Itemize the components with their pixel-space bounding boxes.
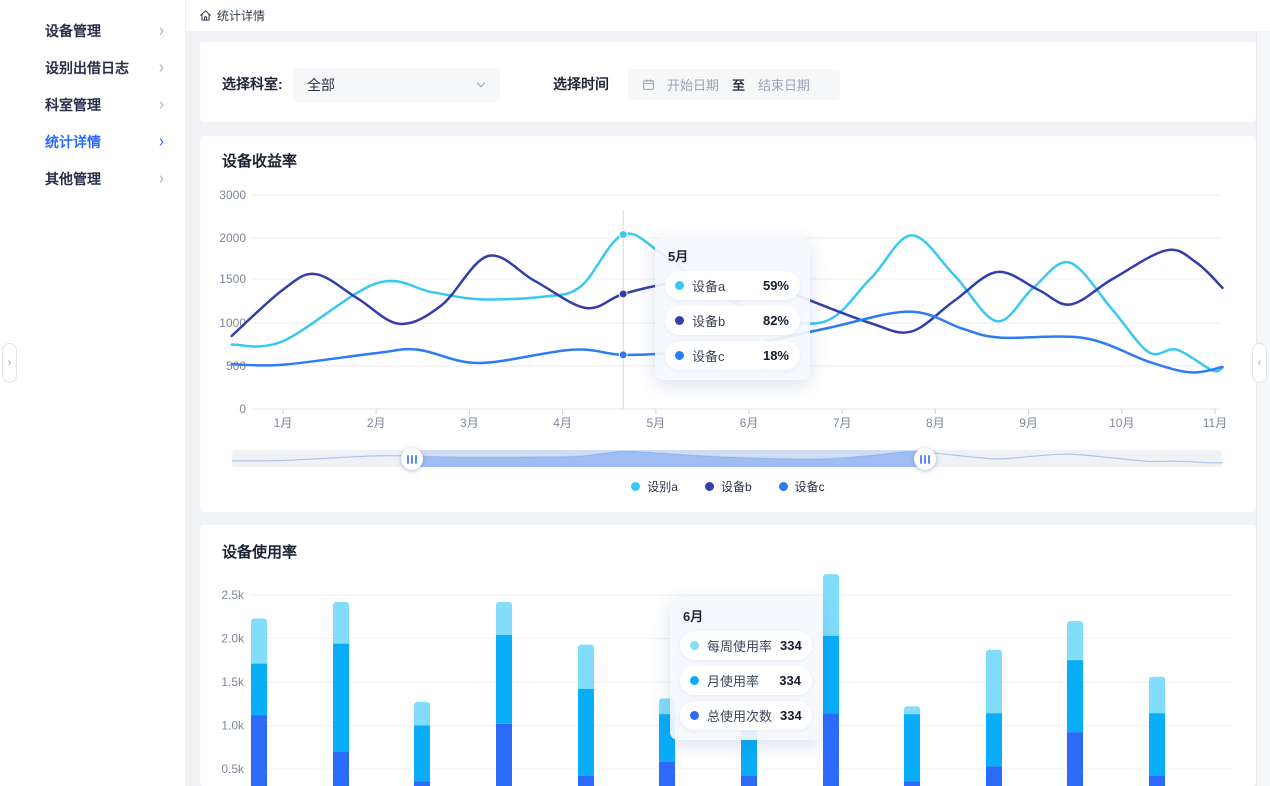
legend-dot-icon — [778, 482, 788, 491]
series-a-dot-icon — [675, 281, 684, 290]
svg-text:1月: 1月 — [274, 416, 293, 430]
chevron-left-icon: ‹ — [1257, 357, 1262, 369]
svg-text:2.0k: 2.0k — [221, 632, 245, 646]
usage-chart-card: 设备使用率 2.5k 2.0k 1.5k 1.0k 0.5k 6月 每周使用率 334 … — [200, 525, 1256, 786]
tooltip-row: 设备a 59% — [665, 271, 800, 300]
legend-item-series-b[interactable]: 设备b — [704, 478, 752, 495]
sidebar-item-label: 设别出借日志 — [45, 59, 129, 76]
usage-chart-tooltip: 6月 每周使用率 334 月使用率 334 总使用次数 334 — [670, 597, 822, 740]
datazoom-left-handle[interactable] — [401, 448, 423, 470]
right-collapsed-panel — [1256, 31, 1270, 786]
usage-bar-chart[interactable]: 2.5k 2.0k 1.5k 1.0k 0.5k — [200, 525, 1256, 786]
date-range-separator: 至 — [732, 78, 746, 93]
department-select-value: 全部 — [307, 77, 335, 93]
sidebar-item-lending-log[interactable]: 设别出借日志 › — [0, 49, 185, 86]
svg-text:3月: 3月 — [460, 416, 479, 430]
svg-text:6月: 6月 — [740, 416, 759, 430]
weekly-usage-dot-icon — [690, 641, 699, 650]
chevron-right-icon: › — [159, 131, 164, 152]
svg-text:1500: 1500 — [219, 272, 246, 286]
chevron-right-icon: › — [159, 57, 164, 78]
svg-text:2月: 2月 — [367, 416, 386, 430]
svg-text:3000: 3000 — [219, 188, 246, 202]
svg-text:2000: 2000 — [219, 231, 246, 245]
tooltip-row: 月使用率 334 — [680, 666, 812, 695]
sidebar-item-other-management[interactable]: 其他管理 › — [0, 160, 185, 197]
total-usage-dot-icon — [690, 711, 699, 720]
start-date-input[interactable]: 开始日期 — [667, 78, 720, 93]
tooltip-row: 设备b 82% — [665, 306, 800, 335]
svg-text:1000: 1000 — [219, 316, 246, 330]
svg-text:0: 0 — [239, 402, 246, 416]
monthly-usage-dot-icon — [690, 676, 699, 685]
filter-card: 选择科室: 全部 选择时间 开始日期 至 结束日期 — [200, 42, 1256, 122]
calendar-icon — [642, 78, 655, 91]
chevron-right-icon: › — [159, 168, 164, 189]
chevron-right-icon: › — [7, 357, 12, 369]
datazoom-right-handle[interactable] — [914, 448, 936, 470]
tooltip-row: 每周使用率 334 — [680, 631, 812, 660]
tooltip-row: 总使用次数 334 — [680, 701, 812, 730]
sidebar-item-label: 科室管理 — [45, 96, 101, 113]
date-range-picker[interactable]: 开始日期 至 结束日期 — [628, 69, 840, 100]
svg-text:8月: 8月 — [926, 416, 945, 430]
legend-item-series-c[interactable]: 设备c — [778, 478, 825, 495]
panel-expand-toggle[interactable]: ‹ — [1252, 343, 1267, 383]
revenue-chart-legend: 设别a 设备b 设备c — [200, 478, 1256, 495]
chevron-down-icon — [474, 78, 488, 92]
svg-text:0.5k: 0.5k — [221, 762, 245, 776]
sidebar-item-label: 其他管理 — [45, 170, 101, 187]
topbar: 统计详情 — [186, 0, 1270, 31]
series-c-dot-icon — [675, 351, 684, 360]
sidebar: 设备管理 › 设别出借日志 › 科室管理 › 统计详情 › 其他管理 › — [0, 0, 186, 786]
sidebar-item-device-management[interactable]: 设备管理 › — [0, 12, 185, 49]
sidebar-item-label: 设备管理 — [45, 22, 101, 39]
home-icon — [199, 9, 212, 22]
sidebar-item-department-management[interactable]: 科室管理 › — [0, 86, 185, 123]
department-filter-label: 选择科室: — [222, 76, 283, 92]
sidebar-expand-toggle[interactable]: › — [2, 343, 17, 383]
svg-text:5月: 5月 — [646, 416, 665, 430]
usage-chart-title: 设备使用率 — [222, 544, 298, 561]
svg-text:1.5k: 1.5k — [221, 675, 245, 689]
svg-text:11月: 11月 — [1203, 416, 1227, 430]
breadcrumb[interactable]: 统计详情 — [199, 7, 265, 24]
revenue-chart-tooltip: 5月 设备a 59% 设备b 82% 设备c 18% — [655, 237, 810, 380]
tooltip-title: 6月 — [683, 609, 704, 624]
revenue-line-chart[interactable]: 0 500 1000 1500 2000 3000 1月 2月 3月 4月 5月 6月 7月 8月 9月 10… — [200, 136, 1256, 512]
svg-text:7月: 7月 — [833, 416, 852, 430]
revenue-chart-card: 设备收益率 0 500 1000 1500 2000 3000 1月 2月 3月 4月 5月 6月 7月… — [200, 136, 1256, 512]
sidebar-item-label: 统计详情 — [45, 133, 101, 150]
legend-dot-icon — [631, 482, 641, 491]
svg-text:4月: 4月 — [553, 416, 572, 430]
legend-dot-icon — [704, 482, 714, 491]
tooltip-row: 设备c 18% — [665, 341, 800, 370]
svg-text:9月: 9月 — [1019, 416, 1038, 430]
chevron-right-icon: › — [159, 20, 164, 41]
svg-text:1.0k: 1.0k — [221, 719, 245, 733]
time-filter-label: 选择时间 — [553, 76, 609, 92]
svg-text:10月: 10月 — [1109, 416, 1134, 430]
svg-text:2.5k: 2.5k — [221, 588, 245, 602]
tooltip-title: 5月 — [668, 249, 689, 264]
svg-text:500: 500 — [226, 359, 246, 373]
chevron-right-icon: › — [159, 94, 164, 115]
end-date-input[interactable]: 结束日期 — [758, 78, 811, 93]
revenue-chart-title: 设备收益率 — [222, 153, 298, 170]
sidebar-item-statistics-detail[interactable]: 统计详情 › — [0, 123, 185, 160]
series-b-dot-icon — [675, 316, 684, 325]
legend-item-series-a[interactable]: 设别a — [631, 478, 678, 495]
department-select[interactable]: 全部 — [293, 68, 500, 102]
breadcrumb-label: 统计详情 — [217, 9, 266, 23]
